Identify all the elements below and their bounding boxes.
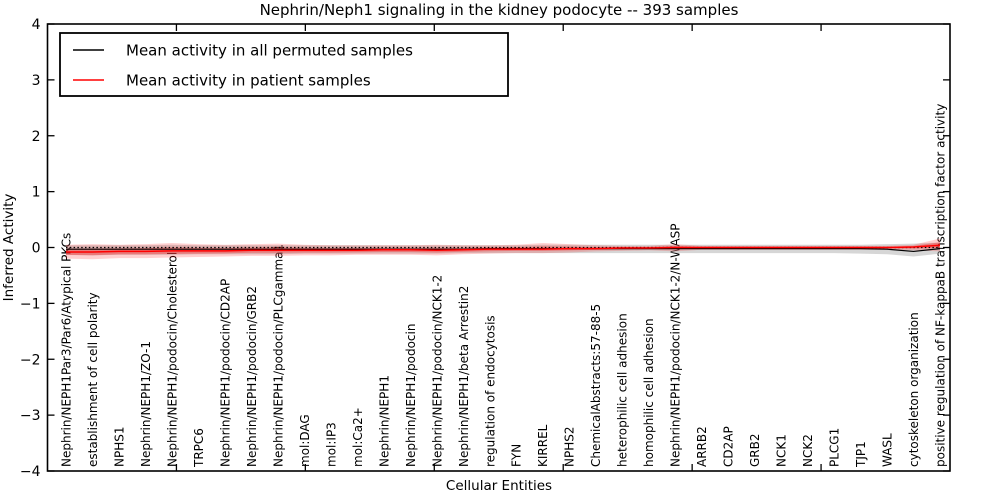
x-tick-label: PLCG1 — [828, 428, 842, 467]
x-tick-label: Nephrin/NEPH1/ZO-1 — [139, 341, 153, 467]
x-tick-label: FYN — [510, 444, 524, 467]
legend-box — [59, 32, 509, 97]
x-tick-label: ARRB2 — [695, 426, 709, 467]
x-tick-label: Nephrin/NEPH1Par3/Par6/Atypical PKCs — [60, 233, 74, 467]
legend-label-patient: Mean activity in patient samples — [126, 72, 371, 90]
x-tick-label: positive regulation of NF-kappaB transcr… — [934, 104, 948, 467]
x-tick-label: ChemicalAbstracts:57-88-5 — [589, 304, 603, 467]
x-tick-label: Nephrin/NEPH1/podocin/GRB2 — [245, 286, 259, 467]
x-tick-label: CD2AP — [722, 426, 736, 467]
y-tick-label: 2 — [32, 129, 41, 145]
x-tick-label: Nephrin/NEPH1 — [377, 375, 391, 467]
x-tick-label: Nephrin/NEPH1/podocin/CD2AP — [218, 279, 232, 467]
x-tick-label: establishment of cell polarity — [86, 292, 100, 467]
x-tick-label: NCK2 — [801, 434, 815, 467]
x-tick-label: NCK1 — [775, 434, 789, 467]
y-tick-label: 4 — [32, 17, 41, 33]
y-tick-label: 0 — [32, 241, 41, 257]
x-tick-label: mol:Ca2+ — [351, 407, 365, 467]
x-tick-label: KIRREL — [536, 424, 550, 467]
x-tick-label: TJP1 — [854, 441, 868, 468]
y-tick-label: 1 — [32, 185, 41, 201]
x-tick-label: regulation of endocytosis — [483, 315, 497, 467]
y-tick-label: −4 — [20, 464, 41, 480]
x-tick-label: WASL — [881, 433, 895, 467]
x-tick-label: Nephrin/NEPH1/podocin — [404, 324, 418, 467]
x-tick-label: Nephrin/NEPH1/podocin/Cholesterol — [165, 252, 179, 467]
legend-label-permuted: Mean activity in all permuted samples — [126, 42, 413, 60]
plot-area: Nephrin/NEPH1Par3/Par6/Atypical PKCs esta… — [20, 17, 950, 480]
y-axis-label: Inferred Activity — [1, 194, 17, 302]
x-tick-label: GRB2 — [748, 433, 762, 467]
patient-mean-line — [66, 244, 941, 253]
x-axis-label: Cellular Entities — [446, 478, 552, 494]
chart-title: Nephrin/Neph1 signaling in the kidney po… — [260, 1, 739, 19]
x-tick-label: NPHS2 — [563, 427, 577, 468]
x-tick-label: Nephrin/NEPH1/podocin/NCK1-2/N-WASP — [669, 224, 683, 467]
x-tick-label: homophilic cell adhesion — [642, 318, 656, 467]
x-tick-label: mol:IP3 — [324, 422, 338, 467]
x-tick-label: mol:DAG — [298, 414, 312, 467]
x-tick-label: TRPC6 — [192, 428, 206, 468]
y-tick-label: −3 — [20, 408, 41, 424]
axes-border — [46, 23, 951, 472]
x-tick-label: NPHS1 — [112, 427, 126, 468]
x-tick-label: Nephrin/NEPH1/podocin/NCK1-2 — [430, 275, 444, 467]
y-tick-label: 3 — [32, 73, 41, 89]
x-tick-label: Nephrin/NEPH1/beta Arrestin2 — [457, 286, 471, 467]
y-tick-label: −1 — [20, 296, 41, 312]
x-tick-label: heterophilic cell adhesion — [616, 313, 630, 467]
x-tick-label: cytoskeleton organization — [907, 312, 921, 467]
legend: Mean activity in all permuted samples Me… — [59, 32, 509, 97]
x-tick-label: Nephrin/NEPH1/podocin/PLCgamma1 — [271, 244, 285, 467]
y-tick-label: −2 — [20, 352, 41, 368]
